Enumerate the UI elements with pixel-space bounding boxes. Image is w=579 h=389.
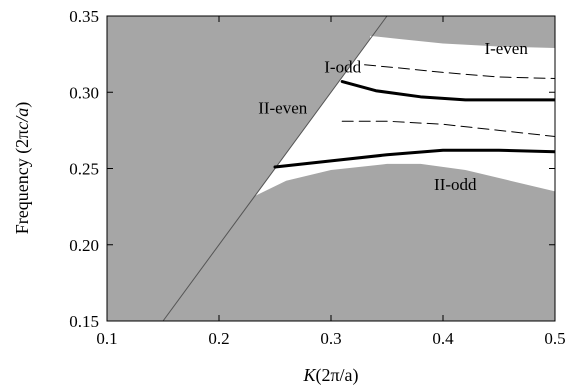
x-axis-title-italic: K xyxy=(302,365,316,385)
y-axis-title: Frequency (2πc/a) xyxy=(12,102,33,235)
x-tick-label: 0.2 xyxy=(208,329,229,348)
bandgap-region xyxy=(254,35,555,196)
x-axis-ticks: 0.1 0.2 0.3 0.4 0.5 xyxy=(96,16,566,348)
y-tick-label: 0.25 xyxy=(69,160,99,179)
band-curves xyxy=(273,64,555,169)
x-tick-label: 0.1 xyxy=(96,329,117,348)
annotation-i-even: I-even xyxy=(484,39,528,58)
curve-i-odd xyxy=(340,80,555,102)
y-tick-label: 0.30 xyxy=(69,83,99,102)
x-tick-label: 0.5 xyxy=(544,329,565,348)
annotation-ii-odd: II-odd xyxy=(434,175,477,194)
x-tick-label: 0.4 xyxy=(432,329,454,348)
y-axis-title-suffix: ) xyxy=(12,102,33,108)
x-tick-label: 0.3 xyxy=(320,329,341,348)
y-axis-title-prefix: Frequency (2π xyxy=(12,130,33,235)
y-axis-ticks: 0.15 0.20 0.25 0.30 0.35 xyxy=(69,7,555,331)
light-line xyxy=(162,16,388,321)
annotation-ii-even: II-even xyxy=(258,99,308,118)
annotation-i-odd: I-odd xyxy=(324,57,361,76)
curve-ii-even xyxy=(341,120,555,137)
curve-annotations: I-odd I-even II-even II-odd xyxy=(258,39,528,194)
y-axis-title-italic: c/a xyxy=(12,108,32,130)
y-tick-label: 0.15 xyxy=(69,312,99,331)
curve-i-even xyxy=(364,64,555,80)
y-tick-label: 0.20 xyxy=(69,236,99,255)
curve-ii-odd xyxy=(273,148,555,169)
x-axis-title: K(2π/a) xyxy=(302,365,358,386)
y-tick-label: 0.35 xyxy=(69,7,99,26)
x-axis-title-rest: (2π/a) xyxy=(315,365,358,386)
